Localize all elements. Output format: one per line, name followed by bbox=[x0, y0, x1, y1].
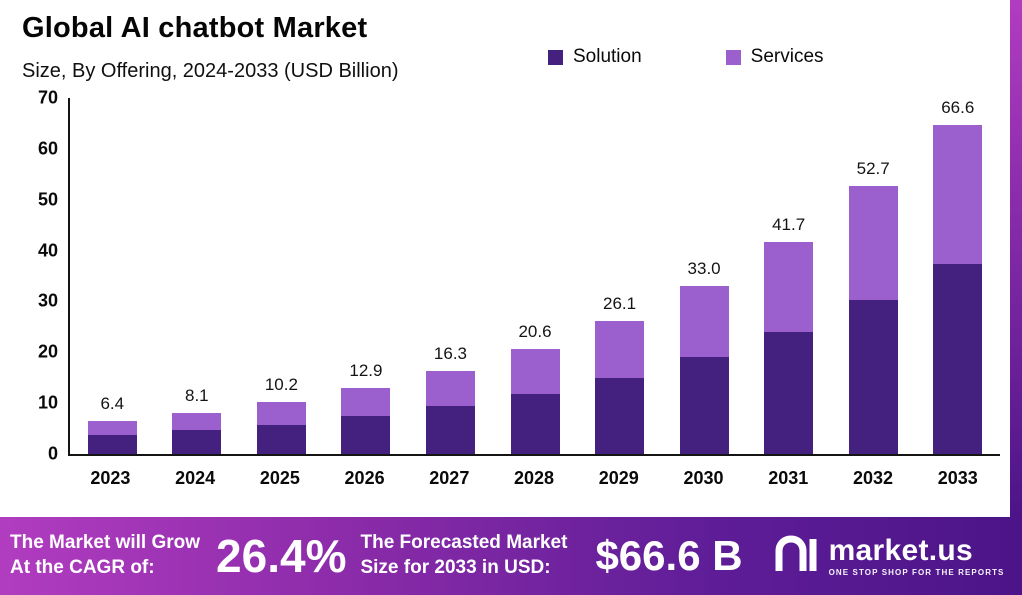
brand-text: market.us ONE STOP SHOP FOR THE REPORTS bbox=[828, 533, 1005, 577]
bar-total-label-2024: 8.1 bbox=[185, 385, 209, 405]
bar-segment-services-2029 bbox=[595, 321, 645, 378]
bar-segment-services-2031 bbox=[764, 241, 814, 332]
legend-item-services: Services bbox=[725, 46, 824, 68]
bar-total-label-2032: 52.7 bbox=[856, 159, 890, 178]
bar-segment-solution-2030 bbox=[679, 357, 729, 454]
bar-2023: 6.4 bbox=[70, 98, 155, 454]
y-tick-label-0: 0 bbox=[47, 443, 58, 464]
x-axis-label-2023: 2023 bbox=[90, 468, 131, 488]
bar-2032: 52.7 bbox=[831, 98, 916, 454]
bar-segment-solution-2027 bbox=[425, 406, 475, 454]
brand-tagline: ONE STOP SHOP FOR THE REPORTS bbox=[828, 567, 1005, 577]
brand-name: market.us bbox=[828, 533, 974, 567]
legend-label-solution: Solution bbox=[573, 46, 642, 67]
legend-swatch-services bbox=[725, 49, 741, 65]
y-tick-label-50: 50 bbox=[37, 189, 58, 210]
page-subtitle: Size, By Offering, 2024-2033 (USD Billio… bbox=[22, 60, 399, 82]
bar-2030: 33.0 bbox=[662, 98, 747, 454]
x-axis-label-2032: 2032 bbox=[852, 468, 893, 488]
x-axis-label-2027: 2027 bbox=[429, 468, 470, 488]
bar-2028: 20.6 bbox=[493, 98, 578, 454]
bar-2027: 16.3 bbox=[408, 98, 493, 454]
x-axis-label-2030: 2030 bbox=[683, 468, 724, 488]
plot-area: 6.4 8.1 10.2 12.9 16.3 20.6 26.1 33.0 41.7 52.7 66… bbox=[68, 98, 1000, 456]
bar-segment-services-2028 bbox=[510, 349, 560, 394]
y-tick-label-60: 60 bbox=[37, 138, 58, 159]
bar-2033: 66.6 bbox=[915, 98, 1000, 454]
y-tick-label-30: 30 bbox=[37, 290, 58, 311]
banner-forecast-caption-line2: Size for 2033 in USD: bbox=[360, 557, 551, 578]
bar-segment-solution-2031 bbox=[764, 331, 814, 454]
bar-2024: 8.1 bbox=[155, 98, 240, 454]
bar-segment-solution-2024 bbox=[172, 429, 222, 454]
y-tick-label-10: 10 bbox=[37, 392, 58, 413]
banner-cagr-caption-line1: The Market will Grow bbox=[10, 532, 201, 554]
x-axis-label-2026: 2026 bbox=[344, 468, 385, 488]
page-title: Global AI chatbot Market bbox=[22, 12, 368, 44]
bar-segment-solution-2028 bbox=[510, 394, 560, 454]
bar-2029: 26.1 bbox=[577, 98, 662, 454]
chart-legend: Solution Services bbox=[548, 46, 824, 68]
bar-total-label-2026: 12.9 bbox=[349, 361, 383, 381]
bar-total-label-2028: 20.6 bbox=[518, 322, 552, 342]
x-axis-label-2028: 2028 bbox=[514, 468, 555, 488]
y-axis: 0 10 20 30 40 50 60 70 bbox=[16, 88, 68, 464]
bar-total-label-2027: 16.3 bbox=[433, 344, 467, 364]
bottom-banner: The Market will Grow At the CAGR of: 26.… bbox=[0, 517, 1022, 595]
x-axis-label-2031: 2031 bbox=[768, 468, 809, 488]
banner-forecast-value: $66.6 B bbox=[595, 532, 743, 579]
bar-2025: 10.2 bbox=[239, 98, 324, 454]
bar-segment-solution-2029 bbox=[595, 377, 645, 454]
plot-column: 6.4 8.1 10.2 12.9 16.3 20.6 26.1 33.0 41.7 52.7 66… bbox=[68, 98, 1000, 489]
y-tick-label-20: 20 bbox=[37, 341, 58, 362]
x-axis-label-2024: 2024 bbox=[175, 468, 216, 488]
banner-cagr-value: 26.4% bbox=[216, 530, 347, 582]
brand-area: market.us ONE STOP SHOP FOR THE REPORTS bbox=[773, 533, 1005, 578]
y-tick-label-70: 70 bbox=[37, 87, 58, 108]
x-axis: 2023 2024 2025 2026 2027 2028 2029 2030 2031 2032… bbox=[68, 456, 1000, 489]
bar-segment-services-2027 bbox=[425, 371, 475, 407]
bar-total-label-2031: 41.7 bbox=[772, 214, 806, 234]
bar-segment-services-2030 bbox=[679, 286, 729, 358]
bar-segment-services-2032 bbox=[848, 186, 898, 300]
banner-cagr-caption-line2: At the CAGR of: bbox=[10, 557, 155, 578]
bar-segment-solution-2026 bbox=[341, 415, 391, 454]
bar-total-label-2033: 66.6 bbox=[941, 98, 975, 117]
right-edge-accent-strip bbox=[1010, 0, 1022, 517]
bar-total-label-2025: 10.2 bbox=[264, 375, 298, 395]
bar-2026: 12.9 bbox=[324, 98, 409, 454]
banner-forecast-caption: The Forecasted Market Size for 2033 in U… bbox=[360, 531, 567, 580]
stacked-bar-chart: 0 10 20 30 40 50 60 70 6.4 8.1 10.2 12.9 16.3 20.6 26… bbox=[16, 88, 1000, 489]
x-axis-label-2025: 2025 bbox=[259, 468, 300, 488]
y-tick-label-40: 40 bbox=[37, 240, 58, 261]
banner-cagr-caption: The Market will Grow At the CAGR of: bbox=[10, 531, 200, 580]
x-axis-label-2029: 2029 bbox=[598, 468, 639, 488]
bar-segment-services-2033 bbox=[933, 125, 983, 264]
legend-label-services: Services bbox=[750, 46, 824, 67]
bar-total-label-2029: 26.1 bbox=[603, 294, 637, 314]
bar-segment-services-2025 bbox=[256, 402, 306, 425]
bar-total-label-2030: 33.0 bbox=[687, 259, 721, 279]
bar-segment-services-2026 bbox=[341, 388, 391, 416]
legend-swatch-solution bbox=[548, 49, 563, 65]
bar-segment-solution-2032 bbox=[848, 299, 898, 454]
bar-segment-services-2024 bbox=[172, 412, 222, 430]
x-axis-label-2033: 2033 bbox=[937, 468, 978, 488]
bar-segment-solution-2023 bbox=[87, 434, 137, 454]
bar-total-label-2023: 6.4 bbox=[100, 394, 125, 414]
bar-segment-solution-2025 bbox=[256, 424, 306, 454]
market-us-logo-icon bbox=[773, 534, 819, 578]
bar-segment-solution-2033 bbox=[933, 263, 983, 454]
bar-2031: 41.7 bbox=[746, 98, 831, 454]
bar-segment-services-2023 bbox=[87, 421, 137, 435]
banner-forecast-caption-line1: The Forecasted Market bbox=[360, 532, 568, 554]
legend-item-solution: Solution bbox=[548, 46, 642, 68]
